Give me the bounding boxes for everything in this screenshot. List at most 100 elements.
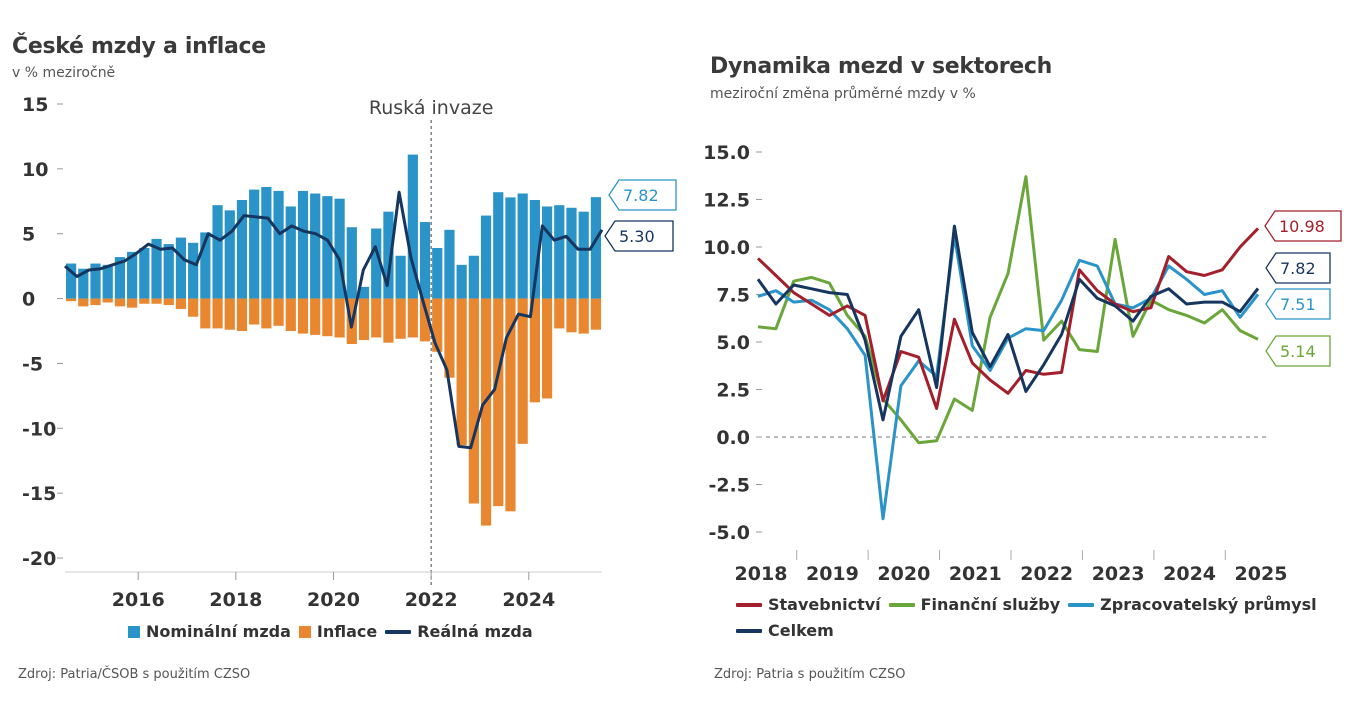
y-tick-label: 10 — [22, 159, 48, 181]
legend-label: Finanční služby — [920, 595, 1061, 614]
bar-nominal — [432, 247, 443, 299]
legend-swatch — [888, 603, 915, 607]
end-label-box — [1265, 252, 1331, 284]
end-label-box — [608, 179, 677, 211]
bar-inflation — [188, 298, 199, 317]
bar-inflation — [554, 298, 565, 329]
x-tick-label: 2019 — [806, 563, 859, 585]
legend-item: Finanční služby — [888, 592, 1061, 618]
bar-nominal — [139, 247, 150, 299]
bar-nominal — [334, 198, 345, 299]
bar-inflation — [432, 298, 443, 352]
bar-nominal — [297, 190, 309, 299]
bar-nominal — [249, 189, 260, 299]
bar-inflation — [175, 298, 187, 309]
bar-nominal — [212, 205, 223, 299]
end-label-box — [1265, 335, 1331, 367]
bar-inflation — [224, 298, 235, 330]
bar-inflation — [151, 298, 162, 304]
bar-inflation — [310, 298, 321, 335]
bar-inflation — [444, 298, 455, 378]
bar-inflation — [322, 298, 333, 337]
chart-source: Zdroj: Patria s použitím CZSO — [714, 667, 906, 682]
end-label-box — [604, 220, 674, 252]
bar-inflation — [249, 298, 260, 325]
bar-nominal — [456, 264, 467, 299]
line-real-wage — [64, 190, 604, 450]
legend-item: Inflace — [298, 619, 377, 645]
bar-nominal — [163, 244, 174, 299]
bar-nominal — [554, 205, 565, 299]
bar-nominal — [188, 242, 199, 299]
line-series — [757, 234, 1260, 521]
bar-inflation — [517, 298, 528, 444]
bar-inflation — [102, 298, 113, 303]
end-label-box — [1265, 288, 1331, 320]
x-tick-label: 2020 — [307, 589, 360, 611]
bar-inflation — [395, 298, 406, 339]
y-tick-label: 0 — [22, 289, 35, 311]
bar-nominal — [590, 197, 601, 299]
bar-inflation — [261, 298, 272, 329]
invasion-marker-label: Ruská invaze — [369, 97, 494, 119]
y-tick-label: -20 — [22, 548, 56, 570]
bar-nominal — [310, 193, 321, 299]
legend-swatch — [1068, 603, 1095, 607]
bar-nominal — [480, 215, 492, 299]
legend-swatch — [298, 626, 311, 638]
bar-inflation — [407, 298, 418, 338]
bar-nominal — [114, 257, 126, 299]
bar-inflation — [480, 298, 492, 526]
x-tick-label: 2022 — [1020, 563, 1073, 585]
bar-nominal — [261, 187, 272, 299]
end-label-text: 5.14 — [1280, 342, 1316, 361]
y-tick-label: 7.5 — [716, 285, 750, 307]
x-tick-label: 2020 — [877, 563, 930, 585]
legend-item: Stavebnictví — [736, 592, 881, 618]
line-series — [756, 227, 1260, 410]
bar-nominal — [151, 238, 162, 299]
end-value-label: 7.82 — [608, 179, 677, 211]
end-value-label: 7.82 — [1265, 252, 1331, 284]
x-tick-label: 2024 — [1163, 563, 1216, 585]
end-value-label: 5.30 — [604, 220, 674, 252]
bar-nominal — [102, 264, 113, 299]
bar-nominal — [371, 228, 382, 299]
bar-nominal — [200, 232, 211, 299]
line-series — [757, 175, 1259, 445]
bar-inflation — [493, 298, 504, 507]
bar-nominal — [419, 222, 431, 299]
bar-inflation — [590, 298, 601, 330]
bar-inflation — [566, 298, 577, 333]
bar-inflation — [90, 298, 101, 306]
legend-swatch — [736, 603, 762, 607]
chart-title: České mzdy a inflace — [12, 34, 266, 59]
legend-label: Nominální mzda — [146, 622, 291, 641]
end-value-label: 7.51 — [1265, 288, 1331, 320]
bar-nominal — [90, 263, 101, 299]
legend-label: Celkem — [768, 621, 834, 640]
y-tick-label: 2.5 — [716, 380, 750, 402]
chart-plot-area: 15.0 12.5 10.0 7.5 5.0 2.5 0.0 -2.5 -5.0 2018 2019… — [703, 142, 1342, 585]
y-tick-label: -10 — [22, 418, 56, 440]
bar-inflation — [163, 298, 174, 306]
bar-nominal — [444, 229, 455, 299]
bar-inflation — [212, 298, 223, 329]
bar-nominal — [175, 237, 187, 299]
y-tick-label: 10.0 — [703, 237, 750, 259]
bar-inflation — [456, 298, 467, 446]
wages-inflation-chart: České mzdy a inflace v % meziročně 15 10 5… — [12, 34, 677, 682]
bar-inflation — [529, 298, 540, 403]
end-label-text: 5.30 — [619, 227, 655, 246]
chart-title: Dynamika mezd v sektorech — [710, 54, 1053, 79]
bar-nominal — [505, 197, 516, 299]
x-tick-label: 2023 — [1092, 563, 1145, 585]
x-tick-label: 2022 — [405, 589, 458, 611]
bar-inflation — [334, 298, 345, 338]
bar-nominal — [358, 286, 370, 299]
chart-subtitle: meziroční změna průměrné mzdy v % — [710, 86, 976, 102]
y-tick-label: 5.0 — [716, 332, 750, 354]
end-label-text: 7.82 — [623, 186, 659, 205]
end-value-label: 10.98 — [1264, 210, 1342, 242]
y-tick-label: 5 — [22, 224, 35, 246]
